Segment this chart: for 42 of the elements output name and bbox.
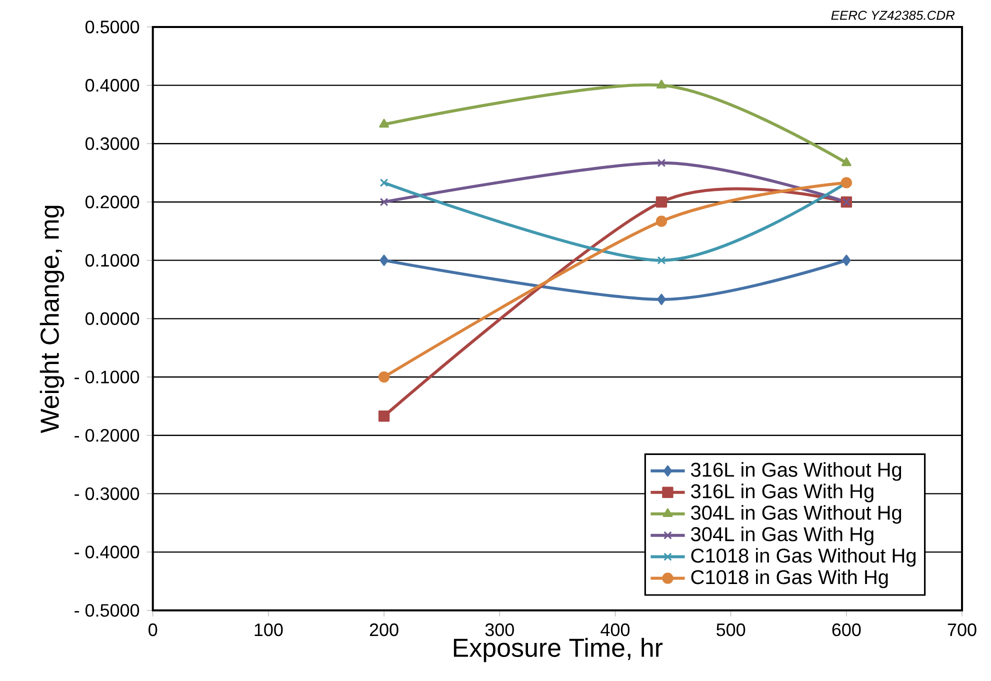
x-axis-title: Exposure Time, hr xyxy=(454,638,663,662)
y-tick-label: - 0.5000 xyxy=(74,604,140,617)
x-tick-label: 400 xyxy=(600,623,630,636)
point xyxy=(656,215,668,227)
y-tick-label: 0.0000 xyxy=(85,312,140,325)
x-tick-label: 0 xyxy=(148,623,158,636)
y-tick-label: - 0.3000 xyxy=(74,487,140,500)
y-tick-label: - 0.1000 xyxy=(74,370,140,384)
x-tick-label: 200 xyxy=(370,623,398,636)
legend-label: 316L in Gas Without Hg xyxy=(691,462,902,481)
point xyxy=(380,254,388,266)
point xyxy=(379,118,389,128)
x-tick-label: 500 xyxy=(716,623,746,636)
y-tick-label: - 0.2000 xyxy=(74,428,140,442)
point xyxy=(378,371,390,382)
legend-label: 316L in Gas With Hg xyxy=(691,484,874,502)
y-tick-label: 0.4000 xyxy=(85,78,140,92)
y-tick-label: 0.2000 xyxy=(85,195,140,208)
point xyxy=(656,196,668,208)
y-tick-label: 0.5000 xyxy=(85,20,140,34)
point xyxy=(657,158,666,167)
point xyxy=(841,157,852,166)
legend-label: C1018 in Gas Without Hg xyxy=(691,548,916,567)
text: EERC YZ42385.CDR xyxy=(831,10,955,20)
x-tick-label: 700 xyxy=(948,623,976,636)
y-tick-label: 0.3000 xyxy=(85,137,140,150)
point xyxy=(657,294,666,305)
point xyxy=(657,256,666,264)
y-tick-label: - 0.4000 xyxy=(74,546,140,558)
y-axis-title: Weight Change, mg xyxy=(40,206,64,433)
legend-label: 304L in Gas With Hg xyxy=(691,526,874,546)
point xyxy=(378,410,390,422)
x-tick-label: 600 xyxy=(832,623,861,636)
point xyxy=(842,254,851,266)
point xyxy=(380,198,388,206)
legend-label: 304L in Gas Without Hg xyxy=(691,504,902,524)
y-tick-label: 0.1000 xyxy=(85,254,140,267)
point xyxy=(380,178,388,187)
x-tick-label: 100 xyxy=(254,623,283,636)
x-tick-label: 300 xyxy=(485,623,514,636)
legend-label: C1018 in Gas With Hg xyxy=(691,569,888,588)
point xyxy=(656,80,666,88)
